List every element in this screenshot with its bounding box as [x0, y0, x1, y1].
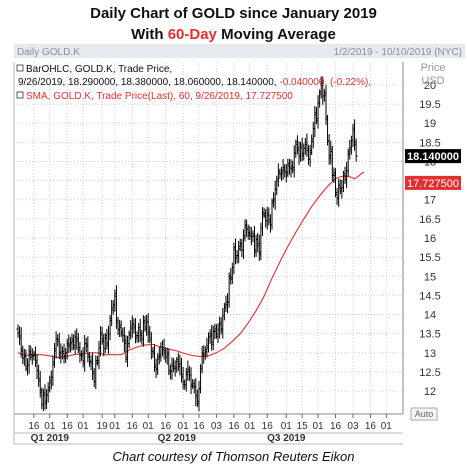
y-tick-label: 20 [424, 80, 436, 92]
sma-price-badge [405, 175, 461, 190]
quarter-label: Q2 2019 [158, 433, 197, 444]
grid [14, 62, 403, 414]
y-tick-label: 13 [424, 348, 436, 360]
y-tick-label: 16.5 [419, 214, 440, 226]
x-tick-label: 01 [281, 421, 293, 432]
y-tick-label: 18.5 [419, 137, 440, 149]
x-tick-label: 16 [262, 421, 274, 432]
sma-price-label: 17.727500 [407, 178, 459, 190]
auto-scale-label: Auto [415, 409, 434, 419]
x-tick-label: 16 [127, 421, 139, 432]
y-tick-label: 19.5 [419, 99, 440, 111]
x-tick-label: 19 [97, 421, 109, 432]
y-tick-label: 12.5 [419, 367, 440, 379]
chart-header-strip [14, 44, 465, 58]
x-tick-label: 16 [365, 421, 377, 432]
ohlc-bar [354, 138, 358, 162]
quarter-label: Q3 2019 [267, 433, 306, 444]
x-tick-label: 03 [211, 421, 223, 432]
x-tick-label: 16 [330, 421, 342, 432]
x-tick-label: 01 [244, 421, 256, 432]
ohlc-legend-line1: BarOHLC, GOLD.K, Trade Price, [26, 64, 172, 75]
quarter-label: Q1 2019 [31, 433, 70, 444]
chart-header: Daily GOLD.K 1/2/2019 - 10/10/2019 (NYC) P… [14, 44, 465, 87]
x-tick-label: 03 [347, 421, 359, 432]
x-tick-label: 01 [44, 421, 56, 432]
x-tick-label: 16 [193, 421, 205, 432]
ohlc-legend-line2: 9/26/2019, 18.290000, 18.380000, 18.0600… [18, 77, 371, 88]
x-tick-label: 01 [109, 421, 121, 432]
x-tick-label: 16 [160, 421, 172, 432]
y-tick-label: 16 [424, 233, 436, 245]
y-tick-label: 17 [424, 195, 436, 207]
y-tick-label: 15.5 [419, 252, 440, 264]
x-tick-label: 15 [297, 421, 309, 432]
ohlc-series [16, 76, 358, 412]
currency-label: USD [421, 75, 444, 87]
x-tick-label: 16 [62, 421, 74, 432]
last-price-label: 18.140000 [407, 151, 459, 163]
x-tick-label: 16 [28, 421, 40, 432]
x-tick-label: 16 [228, 421, 240, 432]
ohlc-legend-swatch[interactable] [16, 64, 24, 72]
last-price-badge [405, 149, 461, 164]
date-range: 1/2/2019 - 10/10/2019 (NYC) [334, 47, 462, 58]
title-suffix: Moving Average [216, 26, 336, 43]
y-tick-label: 19 [424, 118, 436, 130]
sma-legend-line: SMA, GOLD.K, Trade Price(Last), 60, 9/26… [26, 91, 293, 102]
y-tick-label: 14.5 [419, 290, 440, 302]
x-tick-label: 01 [312, 421, 324, 432]
y-tick-label: 12 [424, 386, 436, 398]
y-tick-label: 15 [424, 271, 436, 283]
y-tick-label: 14 [424, 310, 436, 322]
x-tick-label: 01 [143, 421, 155, 432]
title-highlight: 60-Day [167, 26, 217, 43]
price-chart: 1212.51313.51414.51515.51616.51717.51818… [13, 44, 465, 447]
ohlc-values: 9/26/2019, 18.290000, 18.380000, 18.0600… [18, 77, 279, 88]
auto-scale-button[interactable] [410, 407, 438, 421]
x-tick-label: 01 [78, 421, 90, 432]
price-axis-title: Price [420, 62, 445, 74]
window-title: Daily GOLD.K [17, 47, 80, 58]
plot-area [14, 44, 403, 447]
chart-title-line1: Daily Chart of GOLD since January 2019 [0, 5, 467, 22]
x-tick-label: 01 [381, 421, 393, 432]
title-text: Daily Chart of GOLD since January 2019 [90, 5, 377, 22]
title-prefix: With [131, 26, 168, 43]
axes: 1212.51313.51414.51515.51616.51717.51818… [13, 62, 461, 445]
sma-legend-swatch[interactable] [16, 91, 24, 99]
legend: BarOHLC, GOLD.K, Trade Price, 9/26/2019, … [16, 64, 371, 102]
y-tick-label: 13.5 [419, 329, 440, 341]
chart-title-line2: With 60-Day Moving Average [0, 26, 467, 43]
x-tick-label: 01 [178, 421, 190, 432]
ohlc-change: -0.040000, (-0.22%), [279, 77, 371, 88]
chart-caption: Chart courtesy of Thomson Reuters Eikon [112, 449, 355, 464]
